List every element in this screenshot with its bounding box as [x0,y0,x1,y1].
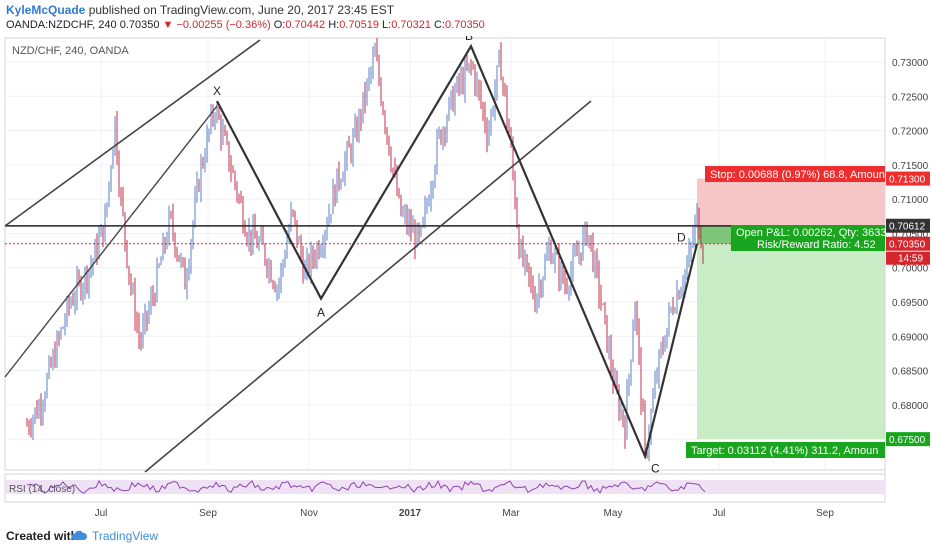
last-price: 0.70350 [119,19,160,31]
channel-upper-line [4,39,261,227]
trade-labels: Stop: 0.00688 (0.97%) 68.8, Amoun Open P… [686,166,886,458]
created-with-text: Created with [6,529,79,543]
drawings-layer[interactable] [4,39,885,473]
tradingview-brand-link[interactable]: TradingView [92,529,159,543]
open-label: O: [273,19,286,31]
author-link[interactable]: KyleMcQuade [6,3,86,17]
time-tick-label: Sep [816,508,834,519]
price-tag-label: 0.71300 [889,175,926,186]
time-tick-label: Nov [300,508,318,519]
price-tick-label: 0.71000 [892,195,929,206]
countdown-tag [886,251,930,265]
xabcd-pattern [216,43,699,460]
candles-layer [26,37,704,462]
open-value: 0.70442 [285,19,326,31]
time-axis[interactable]: Jul Sep Nov 2017 Mar May Jul Sep [95,508,835,519]
price-tag-label: 0.67500 [889,435,926,446]
time-tick-label: May [604,508,623,519]
stop-zone [697,178,885,226]
symbol-ohlc-line: OANDA:NZDCHF, 240 0.70350 ▼ −0.00255 (−0… [6,19,485,31]
position-zones [697,178,885,440]
pattern-point-label: D [677,231,686,245]
chart-header: KyleMcQuade published on TradingView.com… [0,0,932,36]
high-value: 0.70519 [339,19,379,31]
trend-line [4,105,218,378]
price-tag [886,171,930,186]
price-tick-label: 0.72500 [892,92,929,103]
target-label: Target: 0.03112 (4.41%) 311.2, Amoun [691,445,878,457]
price-axis[interactable]: 0.67500 0.68000 0.68500 0.69000 0.69500 0.700… [884,38,930,502]
price-tick-label: 0.69500 [892,298,929,309]
pattern-point-label: C [651,461,660,475]
price-tick-label: 0.69000 [892,332,929,343]
price-tick-label: 0.70500 [892,229,929,240]
price-tick-label: 0.68500 [892,367,929,378]
stop-label: Stop: 0.00688 (0.97%) 68.8, Amoun [710,169,885,181]
pattern-point-label: B [465,36,473,43]
price-tick-label: 0.72000 [892,127,929,138]
pattern-labels: X A B C D [213,36,686,475]
time-tick-label: Jul [95,508,108,519]
rsi-line [26,479,706,495]
target-label-bg [686,442,885,458]
tradingview-cloud-icon[interactable] [70,528,88,542]
rsi-polyline [26,479,706,495]
price-tag-label: 0.70350 [889,240,926,251]
time-tick-label: Mar [502,508,520,519]
price-tag [886,218,930,233]
low-label: L: [382,19,392,31]
low-value: 0.70321 [391,19,431,31]
price-tick-label: 0.70000 [892,264,929,275]
price-tag-label: 0.70612 [889,222,926,233]
target-zone [697,225,885,440]
pnl-label: Open P&L: 0.00262, Qty: 3633 [736,227,886,239]
time-tick-label: 2017 [399,508,422,519]
price-tag [886,432,930,447]
time-tick-label: Jul [713,508,726,519]
countdown-label: 14:59 [898,254,923,265]
published-text: published on TradingView.com, June 20, 2… [88,3,395,17]
publish-info: KyleMcQuade published on TradingView.com… [6,3,394,17]
pattern-point-label: X [213,84,221,98]
high-label: H: [328,19,340,31]
symbol-label: OANDA:NZDCHF, 240 [6,19,117,31]
pnl-label-bg [731,225,885,251]
chart-legend: NZD/CHF, 240, OANDA [12,45,129,57]
footer: Created with TradingView [0,522,932,550]
stop-label-bg [705,166,885,182]
rsi-label: RSI (14, close) [9,484,75,495]
price-tick-label: 0.71500 [892,161,929,172]
price-change: ▼ −0.00255 (−0.36%) [162,19,271,31]
channel-lower-line [144,100,592,473]
rsi-band [5,480,885,494]
price-tick-label: 0.73000 [892,58,929,69]
rr-label: Risk/Reward Ratio: 4.52 [757,239,876,251]
chart-canvas[interactable]: X A B C D 0.67500 0.68000 0.68500 0.69000 0.6950… [0,36,932,522]
pattern-point-label: A [317,306,325,320]
price-tick-label: 0.68000 [892,401,929,412]
close-value: 0.70350 [445,19,485,31]
close-label: C: [434,19,446,31]
time-tick-label: Sep [199,508,217,519]
price-tag [886,236,930,251]
